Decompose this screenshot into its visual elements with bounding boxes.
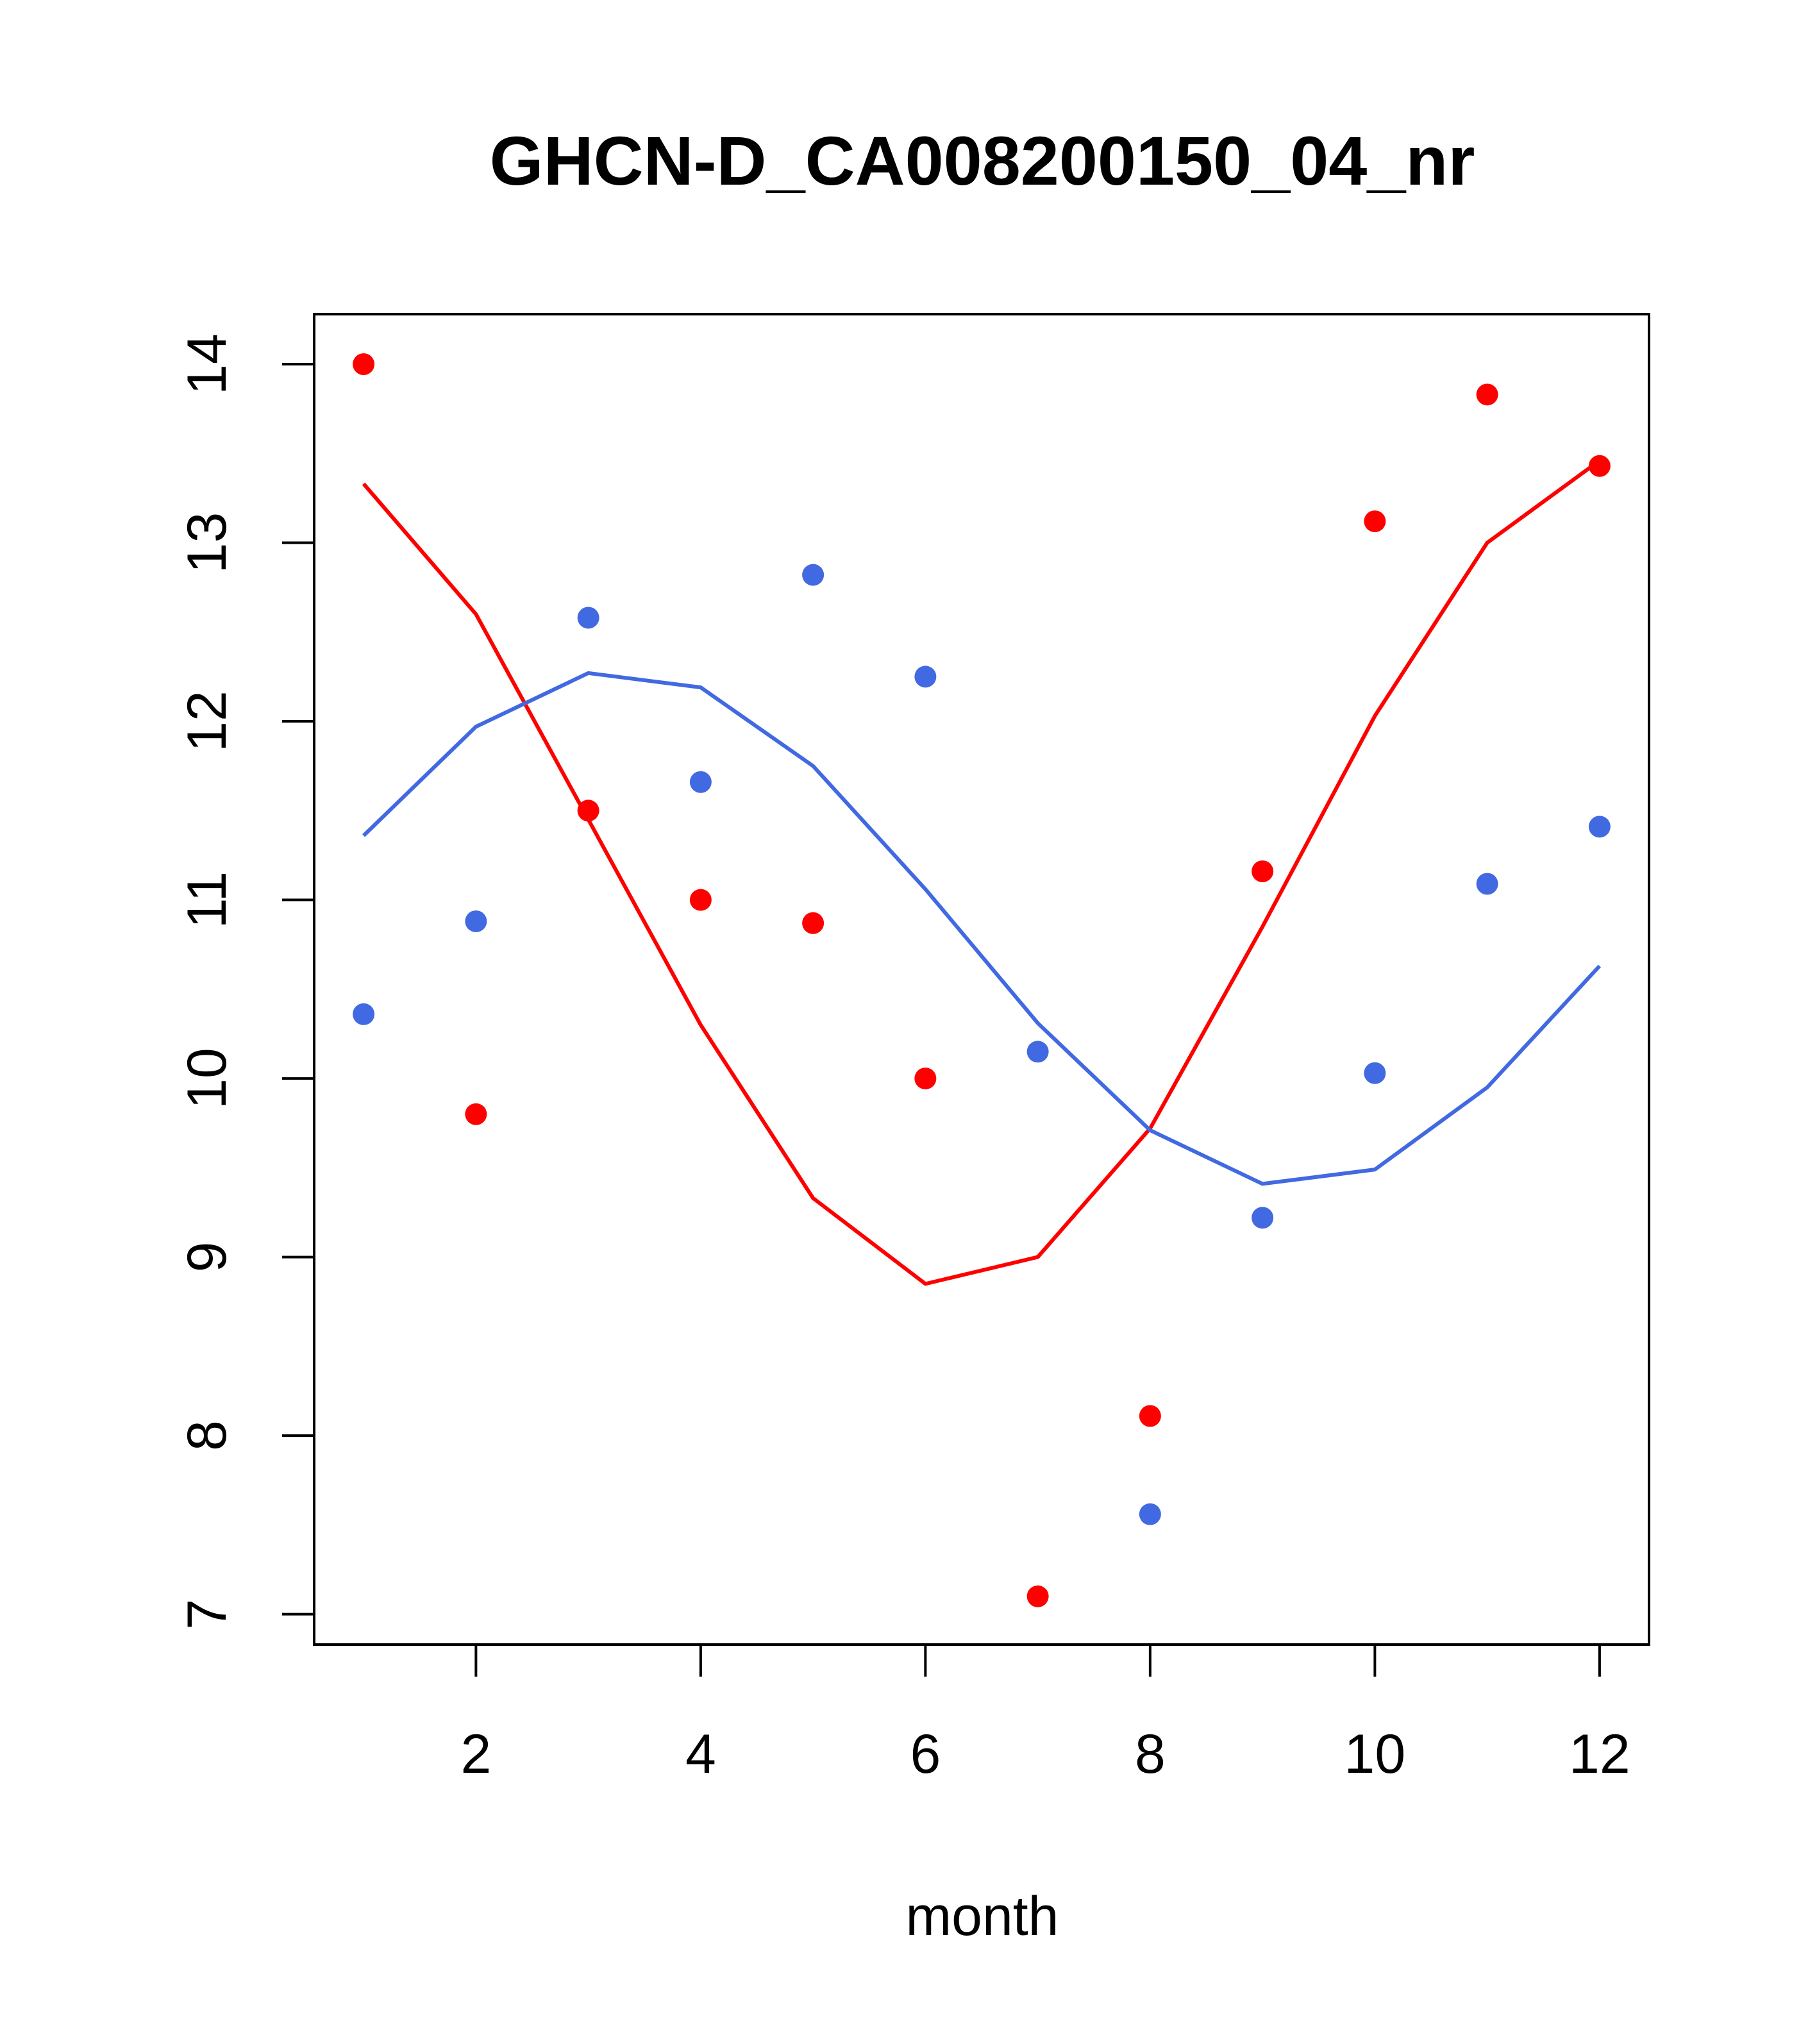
series-1-point-2 xyxy=(465,1103,487,1125)
y-tick-label-14: 14 xyxy=(176,333,238,395)
series-2-point-2 xyxy=(465,910,487,932)
series-2-point-7 xyxy=(1026,1041,1049,1063)
series-2-point-12 xyxy=(1588,816,1611,838)
series-2-line xyxy=(362,671,1602,1186)
y-tick-label-10: 10 xyxy=(176,1048,238,1109)
chart-title: GHCN-D_CA008200150_04_nr xyxy=(490,122,1475,199)
series-2-point-8 xyxy=(1139,1503,1161,1525)
series-1-line xyxy=(362,458,1601,1286)
x-tick-label-2: 2 xyxy=(460,1723,491,1785)
series-2-point-10 xyxy=(1364,1062,1386,1084)
x-tick-label-6: 6 xyxy=(910,1723,941,1785)
series-1-point-12 xyxy=(1588,455,1611,477)
series-1-point-1 xyxy=(353,353,375,375)
series-1-point-6 xyxy=(914,1068,937,1090)
series-2-point-6 xyxy=(914,666,937,688)
x-tick-label-10: 10 xyxy=(1344,1723,1406,1785)
series-1-point-5 xyxy=(802,912,825,934)
y-tick-label-11: 11 xyxy=(176,871,238,928)
series-2-point-3 xyxy=(577,607,599,629)
series-1-point-9 xyxy=(1252,860,1274,882)
series-1-point-4 xyxy=(689,889,712,911)
series-2-point-5 xyxy=(802,564,825,586)
x-tick-label-12: 12 xyxy=(1569,1723,1630,1785)
y-tick-label-12: 12 xyxy=(176,691,238,752)
series-1-point-7 xyxy=(1026,1585,1049,1607)
y-tick-label-7: 7 xyxy=(176,1599,238,1630)
series-1-point-11 xyxy=(1476,383,1498,406)
series-2-point-9 xyxy=(1252,1207,1274,1229)
series-1-point-10 xyxy=(1364,510,1386,533)
x-axis-label: month xyxy=(905,1886,1059,1947)
series-1-point-3 xyxy=(577,800,599,822)
y-tick-label-8: 8 xyxy=(176,1420,238,1451)
x-tick-label-4: 4 xyxy=(685,1723,716,1785)
x-tick-label-8: 8 xyxy=(1135,1723,1166,1785)
series-2-point-1 xyxy=(353,1003,375,1025)
series-2-point-11 xyxy=(1476,873,1498,895)
series-1-point-8 xyxy=(1139,1405,1161,1427)
y-tick-label-13: 13 xyxy=(176,512,238,574)
plot-frame xyxy=(313,313,1650,1646)
y-tick-label-9: 9 xyxy=(176,1242,238,1273)
series-2-point-4 xyxy=(689,771,712,793)
plot-area: 2 4 6 8 10 12 7 8 9 10 11 12 13 14 xyxy=(176,313,1650,1785)
